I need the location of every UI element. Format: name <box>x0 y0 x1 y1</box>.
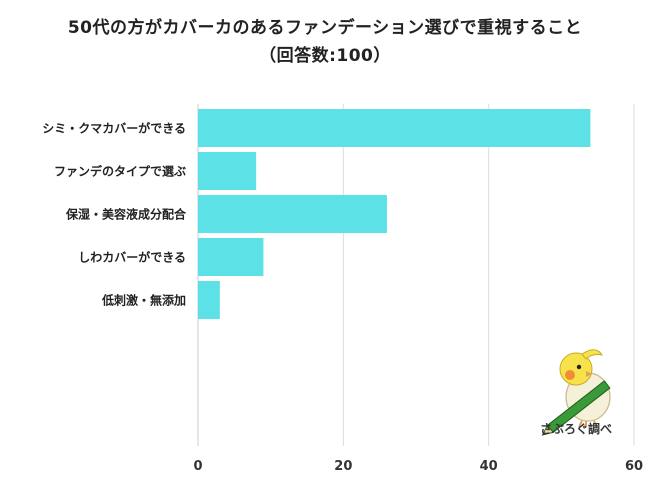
x-tick-label: 0 <box>193 459 202 474</box>
category-label: 低刺激・無添加 <box>101 293 186 308</box>
x-tick-label: 20 <box>334 459 352 474</box>
x-tick-label: 40 <box>480 459 498 474</box>
bar <box>198 152 257 190</box>
bar <box>198 195 387 233</box>
category-label: ファンデのタイプで選ぶ <box>54 164 186 179</box>
bar <box>198 238 264 276</box>
chart-title: 50代の方がカバーカのあるファンデーション選びで重視すること （回答数:100） <box>0 14 650 70</box>
chart-title-line1: 50代の方がカバーカのあるファンデーション選びで重視すること <box>67 18 583 38</box>
category-label: しわカバーができる <box>78 250 186 265</box>
bar <box>198 281 220 319</box>
category-label: シミ・クマカバーができる <box>42 121 186 136</box>
chart-title-line2: （回答数:100） <box>259 46 391 66</box>
category-label: 保湿・美容液成分配合 <box>65 207 187 222</box>
bird-mascot-icon <box>541 349 611 436</box>
x-tick-label: 60 <box>625 459 643 474</box>
bar <box>198 109 591 147</box>
watermark-label: さぶろぐ調べ <box>539 422 612 436</box>
